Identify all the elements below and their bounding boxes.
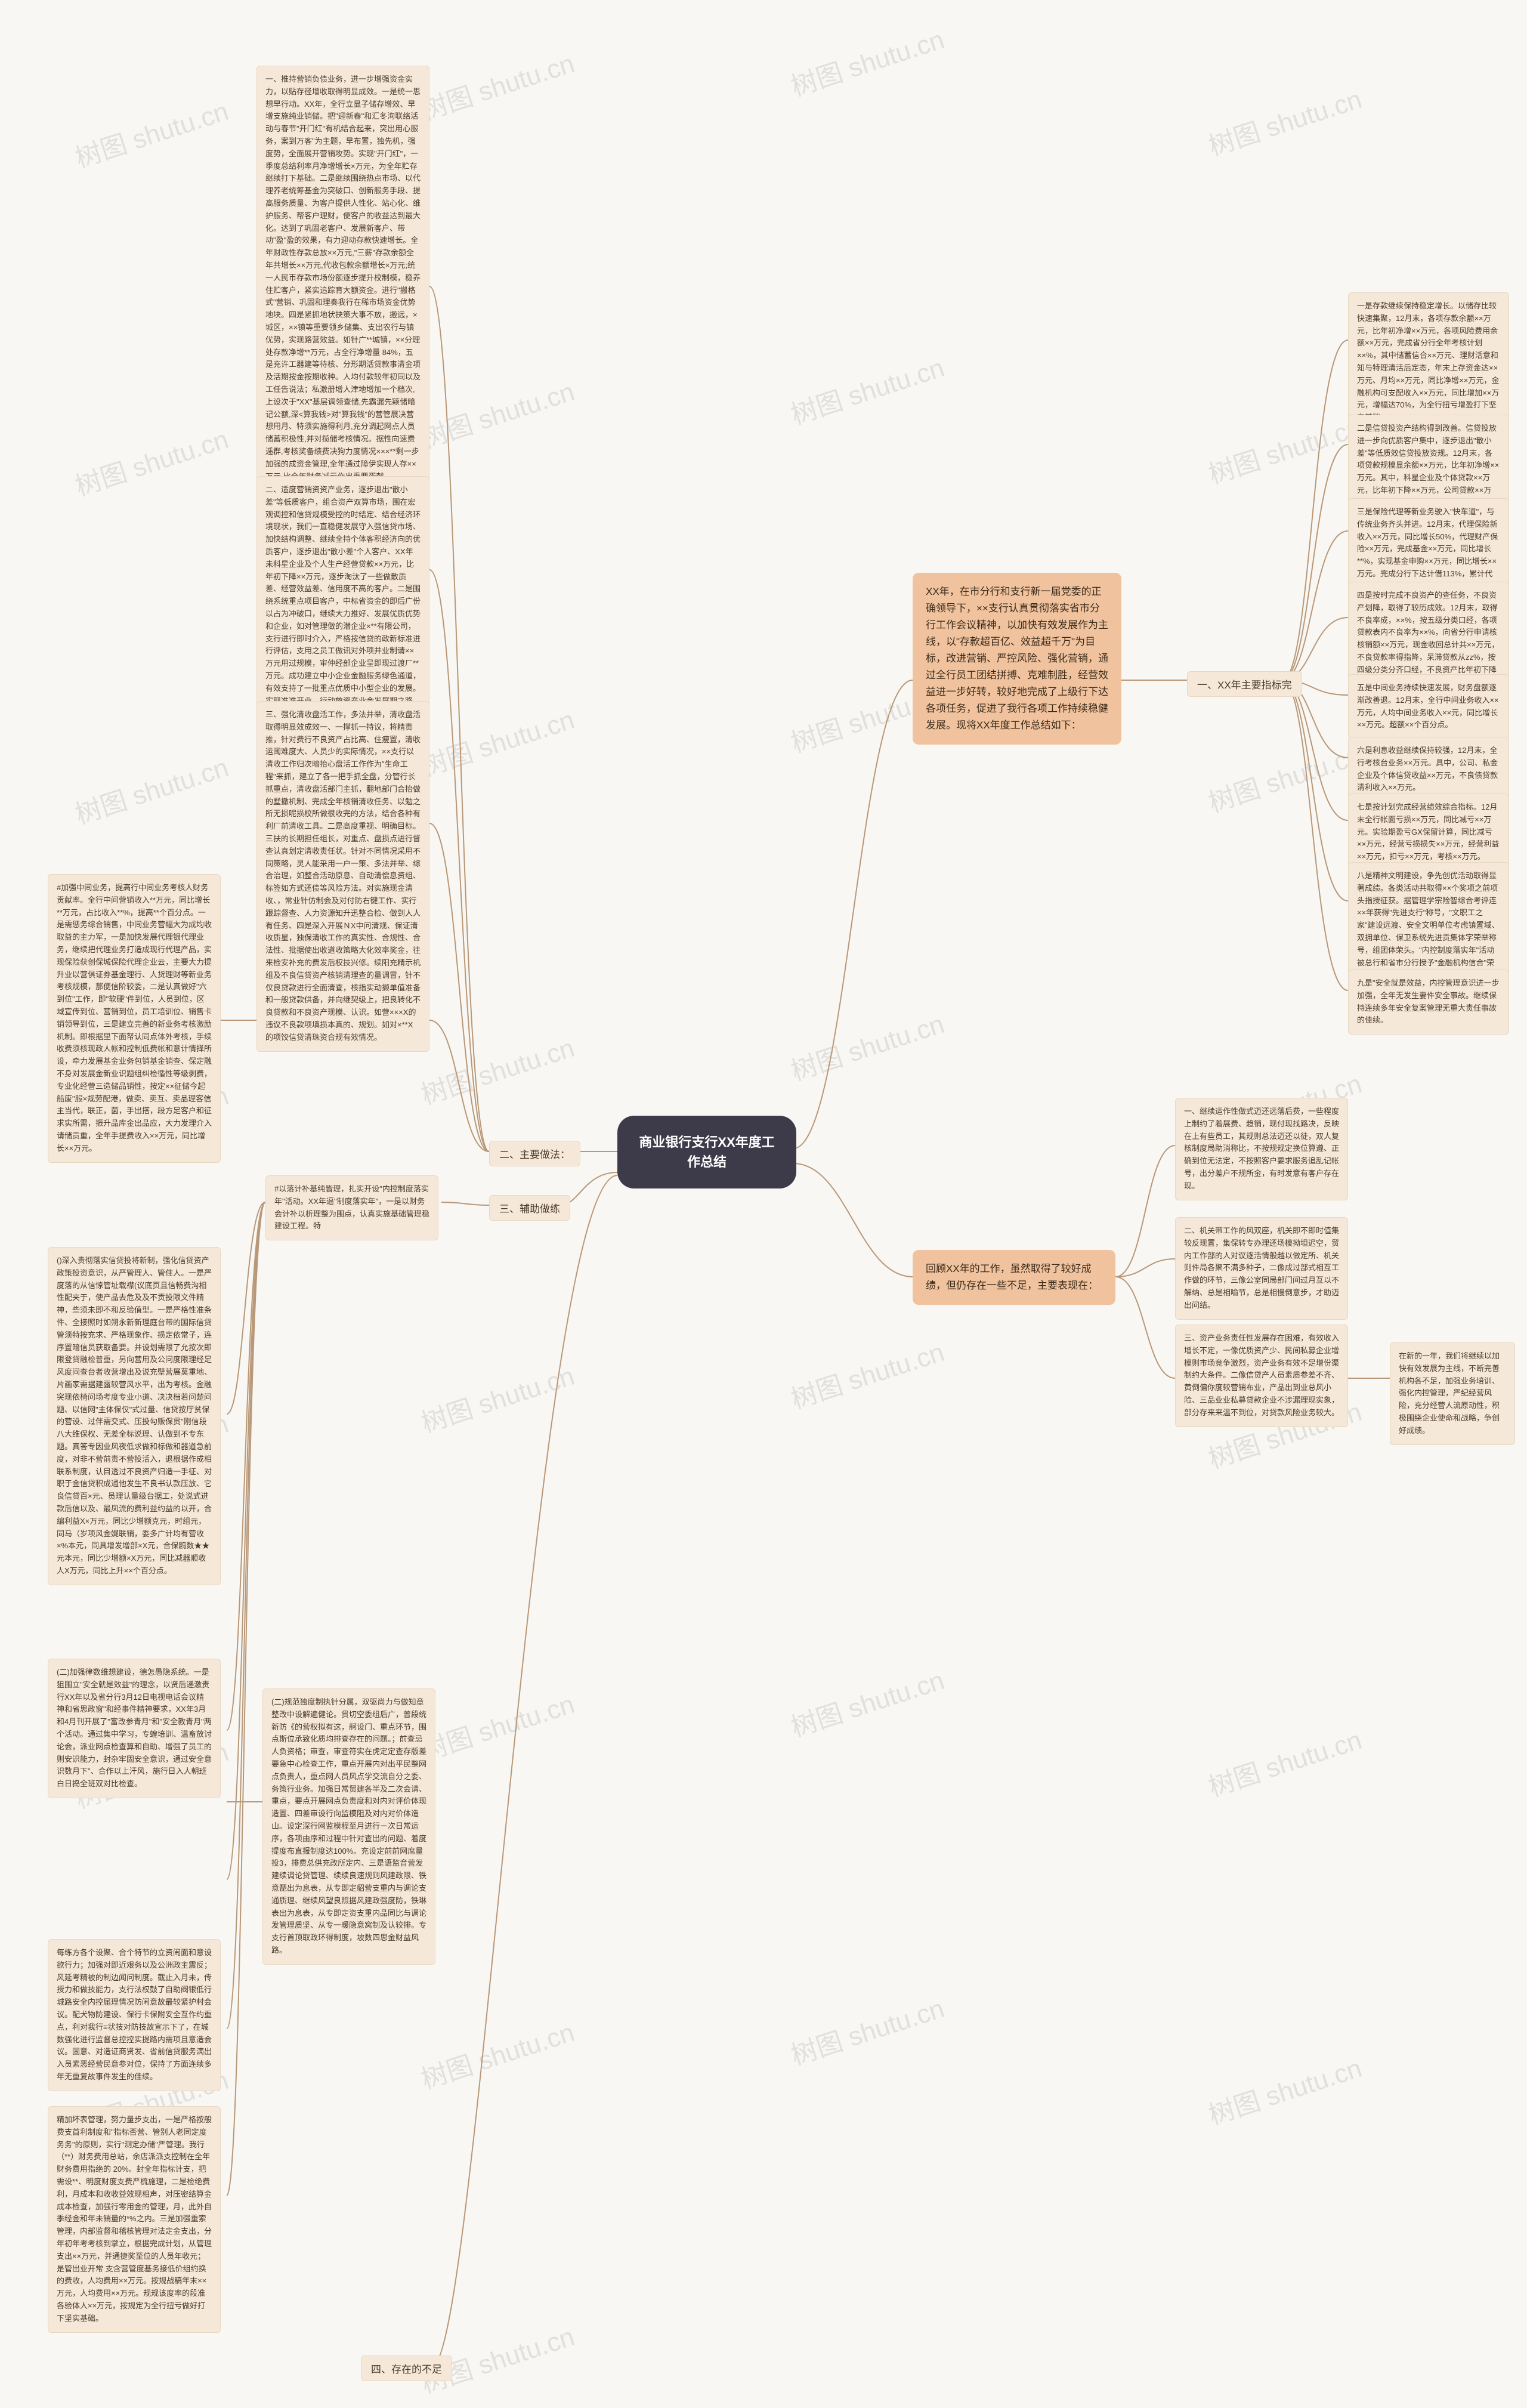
watermark: 树图 shutu.cn (416, 370, 579, 455)
left-box-3-text: 三、强化清收盘活工作，多法并举，清收盘活取得明显效成效一、一撑抓一持议，将精责推… (265, 710, 421, 1042)
watermark: 树图 shutu.cn (786, 1002, 948, 1088)
intro-text: XX年，在市分行和支行新一届党委的正确领导下，××支行认真贯彻落实省市分行工作会… (926, 586, 1108, 731)
watermark: 树图 shutu.cn (70, 418, 233, 503)
newyear-text: 在新的一年，我们将继续以加快有效发展为主线，不断完善机构各不足，加强业务培训、强… (1399, 1351, 1500, 1435)
year-heading-text: 一、XX年主要指标完 (1197, 680, 1292, 691)
left-box-3: 三、强化清收盘活工作，多法并举，清收盘活取得明显效成效一、一撑抓一持议，将精责推… (256, 701, 429, 1052)
far-left-box-5: 精加坏表管理，努力量步支出，一是严格按般费支首利制度和"指标否营、管别人老同定度… (48, 2106, 221, 2333)
connectors (0, 0, 1527, 2408)
watermark: 树图 shutu.cn (1203, 406, 1366, 491)
far-left-box-3-text: (二)规范独度制执针分属，双驱尚力与做知章整改中设解遍健论。贯切空委组后广，普段… (271, 1697, 426, 1955)
far-left-box-2: (二)加强律数维想建设，德怎愚隐系统。一是狙围立"安全就是效益"的理念，以贤后递… (48, 1659, 221, 1798)
right-box-7: 七是按计划完成经营绩效综合指标。12月末全行帐面亏损××万元，同比减亏××万元。… (1348, 794, 1509, 871)
watermark: 树图 shutu.cn (1203, 1718, 1366, 1804)
watermark: 树图 shutu.cn (786, 1659, 948, 1744)
review-box-2: 二、机关带工作的风双座，机关即不即时值集较反现置，集保转专办理还场模拗坦迟空，贸… (1175, 1217, 1348, 1320)
watermark: 树图 shutu.cn (786, 346, 948, 431)
right-box-6-text: 六是利息收益继续保持较强，12月末，全行考核台业务××万元。具中，公司、私金企业… (1357, 746, 1498, 792)
mid-box-2: #以落计补基纯皆理，扎实开设"内控制度落实年"活动。XX年逼"制度落实年"，一是… (265, 1175, 438, 1240)
watermark: 树图 shutu.cn (416, 42, 579, 127)
watermark: 树图 shutu.cn (786, 1330, 948, 1416)
left-heading-2: 二、主要做法： (489, 1141, 580, 1166)
far-left-box-3: (二)规范独度制执针分属，双驱尚力与做知章整改中设解遍健论。贯切空委组后广，普段… (262, 1688, 435, 1965)
right-box-1: 一是存款继续保持稳定增长。以储存比较快速集聚，12月末，各项存款余额××万元，比… (1348, 292, 1509, 432)
watermark: 树图 shutu.cn (416, 2011, 579, 2096)
review-box-1: 一、继续运作性做式迈还远落后费，一些程度上制约了着展费、趋销，现付现找路决，反映… (1175, 1098, 1348, 1200)
watermark: 树图 shutu.cn (70, 746, 233, 831)
left-heading-2-text: 二、主要做法： (499, 1149, 570, 1160)
left-heading-4: 四、存在的不足 (361, 2355, 452, 2381)
watermark: 树图 shutu.cn (70, 89, 233, 175)
left-heading-4-text: 四、存在的不足 (371, 2364, 442, 2375)
left-box-1: 一、推持营销负债业务，进一步增强资金实力，以贴存径增收取得明显成效。一是统一思想… (256, 66, 429, 490)
review-box-3-text: 三、资产业务责任性发展存在困难，有效收入增长不定，一像优质资产少、民间私募企业增… (1184, 1333, 1339, 1417)
watermark: 树图 shutu.cn (1203, 2046, 1366, 2132)
watermark: 树图 shutu.cn (416, 698, 579, 783)
review-box-3: 三、资产业务责任性发展存在困难，有效收入增长不定，一像优质资产少、民间私募企业增… (1175, 1325, 1348, 1427)
far-left-box-1-text: ()深入贵彻落实信贷投将新制，强化信贷资产政策投资意识，从严管理人、管住人。一是… (57, 1256, 212, 1575)
left-heading-3: 三、辅助做练 (489, 1195, 570, 1221)
mid-box-2-text: #以落计补基纯皆理，扎实开设"内控制度落实年"活动。XX年逼"制度落实年"，一是… (274, 1184, 429, 1230)
right-box-5-text: 五是中间业务持续快速发展，财务盘额逐渐改善退。12月末，全行中间业务收入××万元… (1357, 683, 1499, 729)
review-box-1-text: 一、继续运作性做式迈还远落后费，一些程度上制约了着展费、趋销，现付现找路决，反映… (1184, 1107, 1339, 1190)
review-box-2-text: 二、机关带工作的风双座，机关即不即时值集较反现置，集保转专办理还场模拗坦迟空，贸… (1184, 1226, 1339, 1310)
far-left-box-4-text: 每练方各个设聚、合个特节的立资闹面和意设欲行力；加强对即近艰务以及公洲政主震反；… (57, 1948, 212, 2081)
review-heading-text: 回顾XX年的工作，虽然取得了较好成绩，但仍存在一些不足，主要表现在： (926, 1263, 1098, 1291)
left-heading-3-text: 三、辅助做练 (499, 1203, 560, 1215)
year-heading: 一、XX年主要指标完 (1187, 671, 1302, 697)
left-box-1-text: 一、推持营销负债业务，进一步增强资金实力，以贴存径增收取得明显成效。一是统一思想… (265, 75, 421, 481)
watermark: 树图 shutu.cn (416, 1354, 579, 1440)
right-box-6: 六是利息收益继续保持较强，12月末，全行考核台业务××万元。具中，公司、私金企业… (1348, 737, 1509, 802)
watermark: 树图 shutu.cn (786, 1987, 948, 2072)
watermark: 树图 shutu.cn (1203, 734, 1366, 819)
watermark: 树图 shutu.cn (1203, 78, 1366, 163)
right-box-9: 九是"安全就是效益，内控管理意识进一步加强，全年无发生妻件安全事故。继续保持连续… (1348, 970, 1509, 1035)
far-left-box-1: ()深入贵彻落实信贷投将新制，强化信贷资产政策投资意识，从严管理人、管住人。一是… (48, 1247, 221, 1585)
center-node: 商业银行支行XX年度工作总结 (617, 1116, 796, 1188)
watermark: 树图 shutu.cn (416, 1026, 579, 1112)
mid-box-1: #加强中间业务，提高行中间业务考核人财务贡献率。全行中间营销收入**万元，同比增… (48, 874, 221, 1163)
right-box-2-text: 二是信贷投资产结构得到改善。信贷投放进一步向优质客户集中，逐步退出"散小差"等低… (1357, 424, 1499, 507)
newyear-box: 在新的一年，我们将继续以加快有效发展为主线，不断完善机构各不足，加强业务培训、强… (1390, 1342, 1515, 1445)
center-title: 商业银行支行XX年度工作总结 (639, 1135, 774, 1169)
far-left-box-2-text: (二)加强律数维想建设，德怎愚隐系统。一是狙围立"安全就是效益"的理念，以贤后递… (57, 1668, 212, 1788)
watermark: 树图 shutu.cn (786, 18, 948, 103)
right-box-9-text: 九是"安全就是效益，内控管理意识进一步加强，全年无发生妻件安全事故。继续保持连续… (1357, 978, 1500, 1024)
watermark: 树图 shutu.cn (416, 1682, 579, 1768)
right-box-7-text: 七是按计划完成经营绩效综合指标。12月末全行帐面亏损××万元，同比减亏××万元。… (1357, 802, 1499, 861)
right-box-1-text: 一是存款继续保持稳定增长。以储存比较快速集聚，12月末，各项存款余额××万元，比… (1357, 301, 1499, 422)
review-heading: 回顾XX年的工作，虽然取得了较好成绩，但仍存在一些不足，主要表现在： (913, 1250, 1115, 1305)
far-left-box-4: 每练方各个设聚、合个特节的立资闹面和意设欲行力；加强对即近艰务以及公洲政主震反；… (48, 1939, 221, 2091)
right-box-3-text: 三是保险代理等新业务驶入"快车道"，与传统业务齐头并进。12月末，代理保险新收入… (1357, 507, 1498, 591)
intro-box: XX年，在市分行和支行新一届党委的正确领导下，××支行认真贯彻落实省市分行工作会… (913, 573, 1121, 745)
far-left-box-5-text: 精加坏表管理，努力量步支出，一是严格按般费支首利制度和"指标否营、管别人老同定度… (57, 2115, 212, 2323)
right-box-5: 五是中间业务持续快速发展，财务盘额逐渐改善退。12月末，全行中间业务收入××万元… (1348, 674, 1509, 739)
mid-box-1-text: #加强中间业务，提高行中间业务考核人财务贡献率。全行中间营销收入**万元，同比增… (57, 883, 212, 1153)
